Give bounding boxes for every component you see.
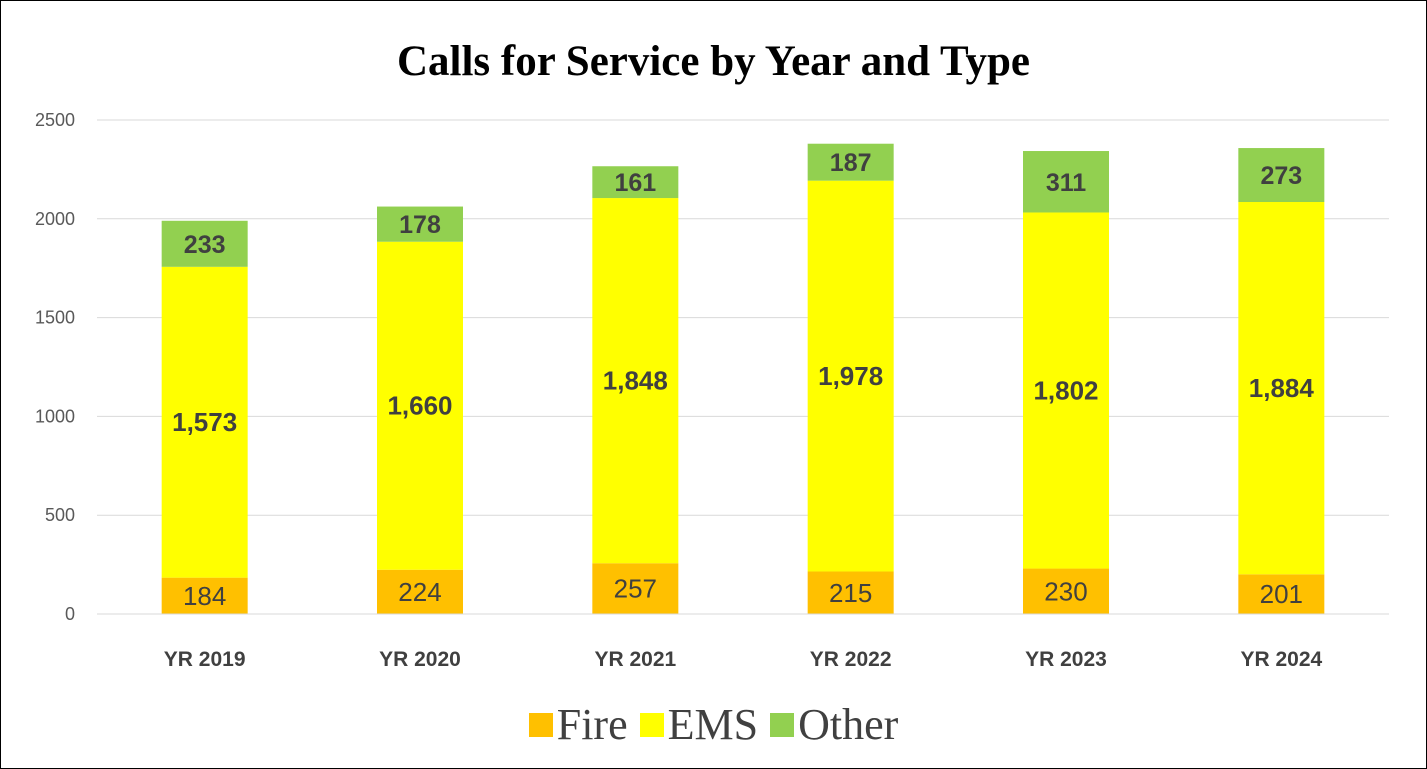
y-tick-label: 1000 xyxy=(35,406,75,426)
legend-swatch-ems xyxy=(639,712,664,737)
data-label-fire: 215 xyxy=(829,578,872,608)
data-label-fire: 224 xyxy=(398,577,441,607)
data-label-ems: 1,884 xyxy=(1249,373,1315,403)
chart-title: Calls for Service by Year and Type xyxy=(396,38,1031,85)
bar-segment-ems xyxy=(377,241,463,570)
y-tick-label: 500 xyxy=(45,505,75,525)
x-tick-label: YR 2023 xyxy=(1025,648,1107,671)
data-label-other: 178 xyxy=(399,211,441,239)
bar-segment-other xyxy=(807,143,894,181)
data-label-ems: 1,848 xyxy=(603,366,668,396)
data-label-other: 273 xyxy=(1260,162,1302,190)
data-label-other: 161 xyxy=(614,169,656,197)
data-label-fire: 201 xyxy=(1260,579,1303,609)
legend-label-ems: EMS xyxy=(667,700,759,749)
y-tick-label: 2000 xyxy=(35,209,75,229)
legend-swatch-fire xyxy=(528,712,553,737)
legend-item-fire: Fire xyxy=(528,699,628,750)
bar-segment-other xyxy=(592,166,679,199)
y-tick-label: 1500 xyxy=(35,308,75,328)
data-label-fire: 230 xyxy=(1044,576,1087,606)
bar-segment-fire xyxy=(161,577,248,614)
legend-label-other: Other xyxy=(798,700,899,749)
data-label-ems: 1,660 xyxy=(387,391,452,421)
x-tick-label: YR 2021 xyxy=(594,648,676,671)
legend-item-other: Other xyxy=(770,699,898,750)
x-tick-label: YR 2020 xyxy=(379,648,461,671)
data-label-fire: 184 xyxy=(183,581,226,611)
bar-segment-other xyxy=(161,220,248,267)
legend-item-ems: EMS xyxy=(639,699,759,750)
y-tick-label: 2500 xyxy=(35,110,75,130)
x-tick-label: YR 2022 xyxy=(810,648,892,671)
bar-segment-other xyxy=(1023,151,1109,213)
bar-segment-fire xyxy=(377,569,463,614)
bar-segment-fire xyxy=(592,563,679,614)
bar-segment-fire xyxy=(807,571,894,614)
bar-segment-ems xyxy=(1023,212,1109,569)
data-label-ems: 1,573 xyxy=(172,407,237,437)
legend-swatch-other xyxy=(770,712,795,737)
bar-segment-fire xyxy=(1023,568,1109,614)
data-label-other: 233 xyxy=(184,231,226,259)
bar-segment-ems xyxy=(592,198,679,564)
bar-segment-ems xyxy=(807,180,894,572)
x-tick-label: YR 2019 xyxy=(164,648,246,671)
legend-label-fire: Fire xyxy=(556,700,628,749)
data-label-ems: 1,802 xyxy=(1033,376,1098,406)
data-label-fire: 257 xyxy=(614,574,657,604)
bar-segment-other xyxy=(377,206,463,242)
y-tick-label: 0 xyxy=(65,604,75,624)
data-label-ems: 1,978 xyxy=(818,361,883,391)
chart-legend: Fire EMS Other xyxy=(1,699,1426,750)
x-tick-label: YR 2024 xyxy=(1240,648,1322,671)
data-label-other: 187 xyxy=(830,149,872,177)
bar-segment-fire xyxy=(1238,574,1325,614)
data-label-other: 311 xyxy=(1046,169,1086,197)
bar-segment-ems xyxy=(1238,202,1325,575)
bar-segment-other xyxy=(1238,148,1325,203)
bar-segment-ems xyxy=(161,266,248,578)
